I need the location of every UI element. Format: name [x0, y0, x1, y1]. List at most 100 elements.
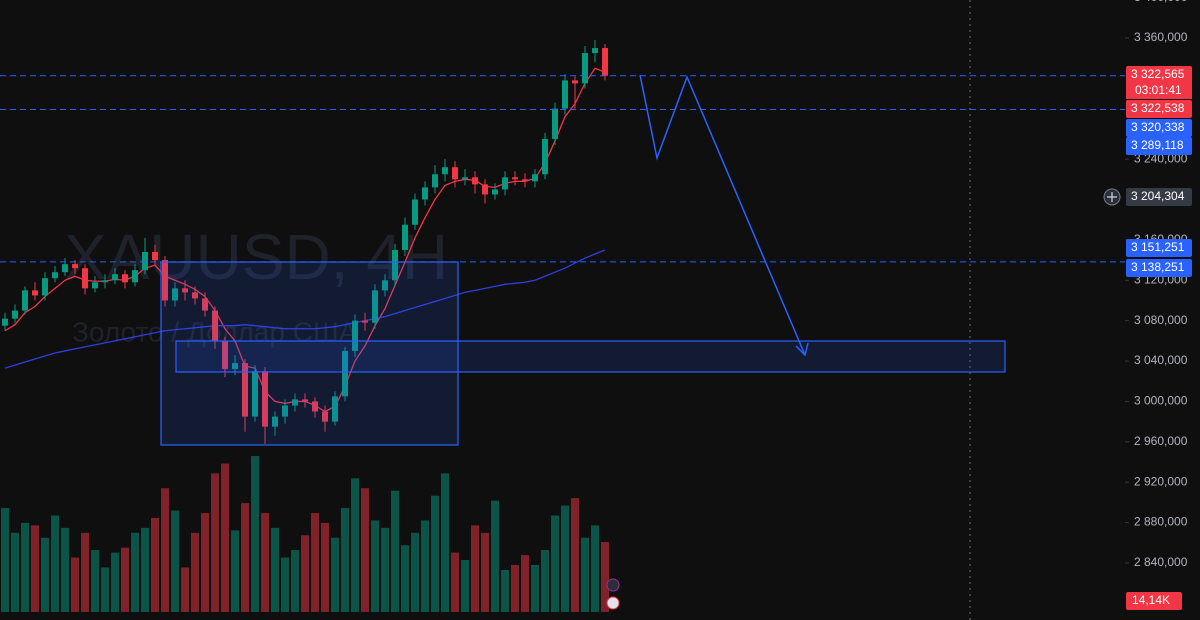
volume-bar	[571, 498, 579, 612]
candle-body	[42, 278, 48, 296]
volume-bar	[141, 527, 149, 612]
candle-body	[162, 260, 168, 301]
candle-body	[492, 189, 498, 195]
volume-bar	[351, 478, 359, 612]
volume-bar	[421, 520, 429, 612]
y-tick-label: 2 840,000	[1134, 555, 1188, 569]
volume-bar	[91, 550, 99, 612]
y-tick-label: 2 920,000	[1134, 474, 1188, 488]
price-label: 3 320,338	[1131, 120, 1185, 134]
volume-bar	[531, 564, 539, 612]
volume-bar	[581, 537, 589, 612]
candle-body	[322, 411, 328, 422]
candle-body	[12, 310, 18, 319]
volume-bar	[601, 542, 609, 612]
countdown-box	[1126, 82, 1192, 99]
candle-body	[242, 363, 248, 417]
candle-body	[582, 53, 588, 84]
candle-body	[532, 174, 538, 182]
volume-bar	[51, 515, 59, 612]
volume-bar	[101, 567, 109, 612]
target-zone	[175, 340, 1006, 373]
candle-body	[482, 184, 488, 195]
price-label-box	[1126, 259, 1192, 277]
volume-bar	[61, 527, 69, 612]
price-label: 3 204,304	[1131, 189, 1185, 203]
candle-body	[132, 270, 138, 283]
volume-bar	[591, 525, 599, 612]
candle-body	[52, 272, 58, 279]
volume-bar	[471, 525, 479, 612]
volume-bar	[81, 532, 89, 612]
volume-bar	[541, 550, 549, 612]
candle-body	[592, 48, 598, 54]
price-labels: 3 322,565 3 322,538 3 320,338 3 289,118 3 20…	[1126, 66, 1192, 610]
volume-bar	[261, 512, 269, 612]
volume-bar	[411, 532, 419, 612]
volume-label: 14,14K	[1132, 593, 1170, 607]
candle-body	[352, 320, 358, 351]
add-icon	[1107, 192, 1117, 202]
candle-body	[542, 138, 548, 175]
volume-bar	[361, 488, 369, 612]
candle-body	[332, 396, 338, 422]
volume-bar	[381, 527, 389, 612]
price-label-box	[1126, 137, 1192, 155]
candle-body	[552, 108, 558, 139]
candle-body	[232, 363, 238, 370]
candle-body	[262, 371, 268, 427]
y-tick-label: 3 360,000	[1134, 30, 1188, 44]
volume-bar	[521, 555, 529, 612]
y-tick-label: 3 400,000	[1134, 0, 1188, 4]
volume-bar	[491, 500, 499, 612]
y-tick-label: 3 080,000	[1134, 313, 1188, 327]
volume-bar	[11, 532, 19, 612]
volume-bar	[331, 537, 339, 612]
candle-body	[292, 399, 298, 406]
volume-bar	[451, 552, 459, 612]
price-label: 3 151,251	[1131, 240, 1185, 254]
volume-bar	[201, 512, 209, 612]
volume-bar	[311, 512, 319, 612]
volume-bar	[241, 503, 249, 612]
volume-bar	[371, 520, 379, 612]
candle-body	[342, 350, 348, 397]
event-icon[interactable]	[606, 578, 620, 592]
candle-body	[212, 310, 218, 341]
candle-body	[362, 320, 368, 323]
candle-body	[512, 177, 518, 180]
candle-body	[252, 371, 258, 417]
volume-label-box	[1126, 592, 1182, 610]
moving-average	[4, 249, 606, 369]
volume-bar	[41, 537, 49, 612]
flag-icon[interactable]	[606, 596, 620, 610]
candle-body	[312, 401, 318, 412]
candle-body	[62, 264, 68, 273]
volume-bar	[391, 490, 399, 612]
forecast-path	[639, 74, 806, 356]
volume-bar	[281, 557, 289, 612]
candle-body	[372, 290, 378, 323]
price-label-box	[1126, 239, 1192, 257]
volume-bar	[111, 552, 119, 612]
candle-body	[122, 274, 128, 283]
volume-bar	[1, 508, 9, 612]
candle-body	[172, 288, 178, 301]
candle-body	[82, 268, 88, 289]
plot	[0, 39, 1125, 612]
candle-body	[182, 288, 188, 293]
candle-body	[462, 177, 468, 180]
candle-body	[382, 280, 388, 291]
volume-bar	[511, 564, 519, 612]
price-label: 3 322,565	[1131, 67, 1185, 81]
volume-bar	[321, 522, 329, 612]
y-tick-label: 2 960,000	[1134, 434, 1188, 448]
candle-body	[102, 280, 108, 283]
price-label-box	[1126, 188, 1192, 206]
candle-body	[432, 174, 438, 188]
candle-body	[22, 290, 28, 311]
volume-bar	[31, 525, 39, 612]
